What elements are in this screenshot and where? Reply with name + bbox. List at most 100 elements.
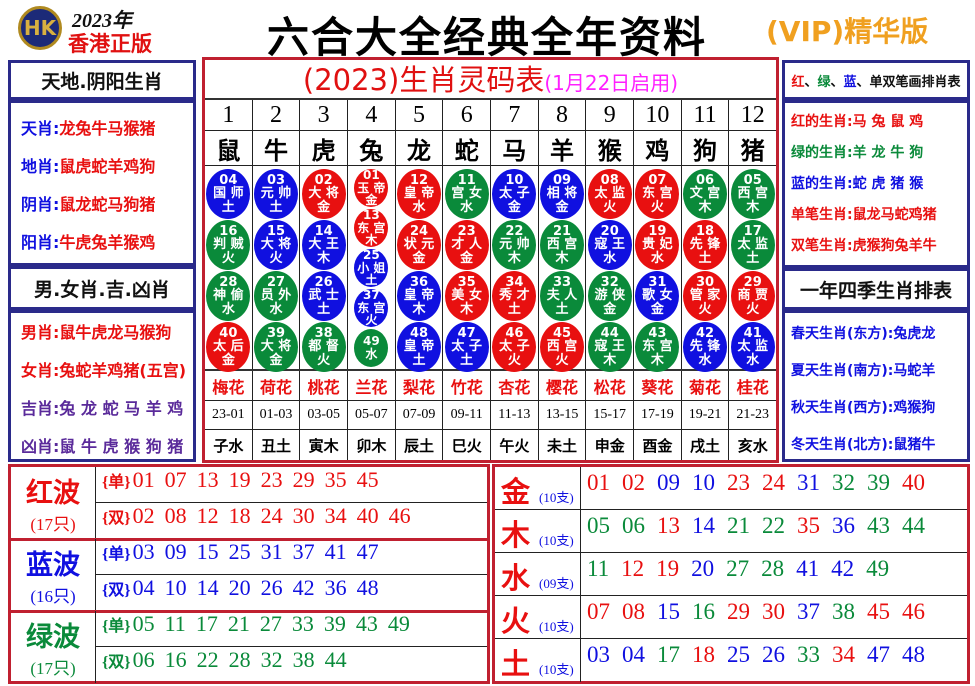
zodiac-cell: 虎 <box>300 131 349 165</box>
list-item: 阳肖:牛虎兔羊猴鸡 <box>21 229 155 253</box>
number-ball: 27 员 外水 <box>254 271 298 321</box>
number-cell: 3 <box>300 100 349 130</box>
number-ball: 39 大 将金 <box>254 322 298 372</box>
zodiac-cell: 马 <box>491 131 539 165</box>
ball-title: 皇 帝 <box>403 186 435 202</box>
number-ball: 26 武 士土 <box>301 271 346 321</box>
element-number: 30 <box>762 599 785 624</box>
number-ball: 46 太 子火 <box>492 322 537 372</box>
element-number: 03 <box>587 642 610 667</box>
wave-table: 红波 (17只) {单}01 07 13 19 23 29 35 45 {双}02 08 12 18 24 3… <box>8 464 490 684</box>
ball-number: 46 <box>505 325 524 341</box>
ball-number: 08 <box>600 172 619 188</box>
ball-title: 元 帅 <box>260 186 292 202</box>
element-number: 31 <box>797 470 820 495</box>
item-value: 鼠虎蛇羊鸡狗 <box>59 157 156 176</box>
time-cell: 17-19 <box>634 401 682 429</box>
ball-column: 01 玉 帝金 13 东 宫木 25 小 姐土 37 东 宫火 49 水 <box>348 166 396 369</box>
element-number: 40 <box>902 470 925 495</box>
ball-title: 歌 女 <box>642 288 673 304</box>
number-cell: 11 <box>682 100 730 130</box>
wave-number: 13 <box>196 467 219 492</box>
number-ball: 11 宫 女水 <box>444 169 489 219</box>
element-label: 火 (10支) <box>495 596 581 639</box>
ball-number: 09 <box>552 172 572 188</box>
right-title-1: 红、绿、蓝、单双笔画排肖表 <box>782 60 970 100</box>
separator: : <box>887 437 894 453</box>
ball-title: 东 宫 <box>642 339 673 355</box>
parity-label: {双} <box>102 654 131 671</box>
element-name: 木 <box>501 518 531 552</box>
ball-number: 20 <box>600 223 619 239</box>
time-cell: 01-03 <box>253 401 301 429</box>
wave-number: 09 <box>164 539 187 564</box>
element-count: (10支) <box>539 533 574 548</box>
separator: : <box>53 157 60 176</box>
ball-number: 33 <box>552 274 572 290</box>
element-numbers: 07 08 15 16 29 30 37 38 45 46 <box>581 599 967 635</box>
ball-element: 木 <box>365 233 378 248</box>
ball-number: 06 <box>696 172 715 188</box>
number-ball: 35 美 女木 <box>444 271 489 321</box>
ball-title: 元 帅 <box>499 237 530 253</box>
ball-element: 水 <box>698 352 712 368</box>
zodiac-cell: 龙 <box>396 131 444 165</box>
item-value: 马 兔 鼠 鸡 <box>852 114 924 130</box>
ball-number: 12 <box>409 172 429 188</box>
ball-element: 金 <box>317 199 331 215</box>
number-cell: 4 <box>348 100 396 130</box>
number-ball: 06 文 宫木 <box>683 169 728 219</box>
ball-element: 土 <box>460 352 474 368</box>
ball-element: 土 <box>317 301 331 317</box>
ball-title: 大 将 <box>308 186 339 202</box>
item-key: 双笔生肖 <box>791 238 847 254</box>
ball-element: 水 <box>746 352 760 368</box>
wave-number: 37 <box>292 539 315 564</box>
ball-title: 先 锋 <box>689 237 721 253</box>
ball-element: 火 <box>269 250 283 266</box>
ball-title: 才 人 <box>451 237 482 253</box>
separator: : <box>53 195 60 214</box>
separator: : <box>53 399 60 418</box>
ball-title: 商 贾 <box>737 288 768 304</box>
number-row: 1 2 3 4 5 6 7 8 9 10 11 12 <box>205 100 776 131</box>
time-cell: 09-11 <box>443 401 492 429</box>
ball-element: 水 <box>221 301 235 317</box>
divider <box>11 538 487 541</box>
element-table: 金 (10支) 01 02 09 10 23 24 31 32 39 40 木 (10支) 05 06 13 14… <box>492 464 970 684</box>
element-row: 木 (10支) 05 06 13 14 21 22 35 36 43 44 <box>495 510 967 553</box>
number-ball: 10 太 子金 <box>492 169 537 219</box>
list-item: 红的生肖:马 兔 鼠 鸡 <box>791 111 923 131</box>
flower-cell: 樱花 <box>539 371 587 400</box>
element-number: 19 <box>656 556 680 581</box>
ball-area: 04 国 师土 16 判 贼火 28 神 偷水 40 太 后金 03 元 帅土 15 大 将火 27 员 … <box>205 166 776 372</box>
ball-title: 太 子 <box>499 186 530 202</box>
zodiac-code-table: (2023)生肖灵码表(1月22日启用) 1 2 3 4 5 6 7 8 9 10 11 12 鼠牛虎… <box>202 57 779 463</box>
element-number: 17 <box>657 642 680 667</box>
ball-number: 28 <box>219 274 238 290</box>
ball-element: 土 <box>412 352 426 368</box>
wave-number: 33 <box>291 611 314 636</box>
wave-number: 29 <box>292 467 315 492</box>
ball-element: 火 <box>746 301 760 317</box>
ball-element: 木 <box>317 250 331 266</box>
ball-element: 火 <box>507 352 521 368</box>
wave-number: 03 <box>132 539 155 564</box>
time-cell: 05-07 <box>348 401 396 429</box>
element-number: 43 <box>867 513 890 538</box>
wave-number: 49 <box>387 611 410 636</box>
title-part: 、单双笔画排肖表 <box>856 74 961 90</box>
edition-label: 香港正版 <box>68 32 152 56</box>
ball-element: 金 <box>507 199 521 215</box>
ball-number: 39 <box>266 325 286 341</box>
wave-number: 30 <box>292 503 315 528</box>
ball-number: 27 <box>266 274 286 290</box>
element-name: 火 <box>501 604 531 638</box>
item-key: 红的生肖 <box>791 114 847 130</box>
time-cell: 03-05 <box>300 401 349 429</box>
flower-cell: 菊花 <box>682 371 730 400</box>
element-count: (10支) <box>539 619 574 634</box>
element-row: 土 (10支) 03 04 17 18 25 26 33 34 47 48 <box>495 639 967 682</box>
wave-number: 32 <box>260 647 283 672</box>
wave-number: 19 <box>228 467 251 492</box>
